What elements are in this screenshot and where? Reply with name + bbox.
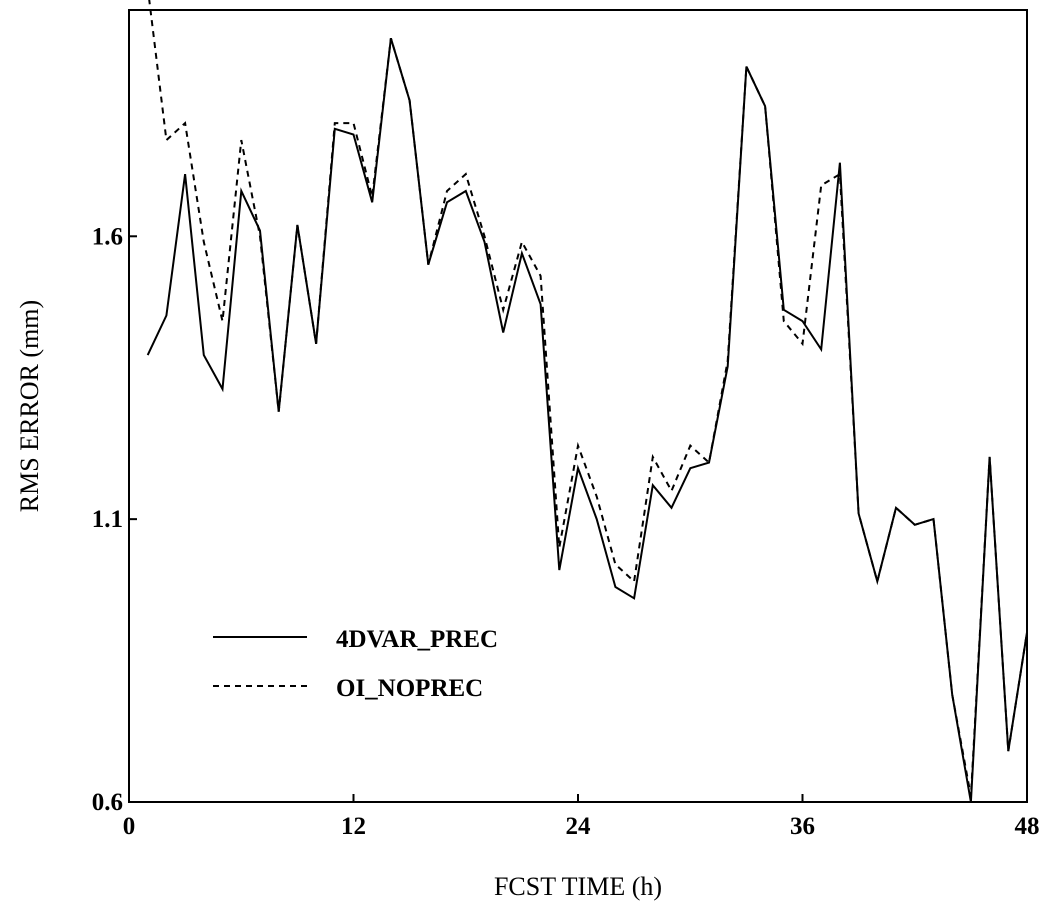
- series-line-4dvar-prec: [146, 38, 1028, 803]
- y-tick-label: 1.6: [92, 223, 123, 250]
- legend: 4DVAR_PREC OI_NOPREC: [213, 626, 498, 702]
- y-tick-label: 1.1: [92, 506, 123, 533]
- x-tick-label: 36: [790, 813, 815, 840]
- legend-label-oi-noprec: OI_NOPREC: [336, 675, 483, 702]
- plot-frame: [128, 9, 1028, 803]
- y-tick-label: 0.6: [92, 789, 123, 816]
- x-axis-title: FCST TIME (h): [494, 872, 662, 901]
- x-tick-label: 12: [341, 813, 366, 840]
- x-tick-label: 0: [123, 813, 136, 840]
- y-axis-title: RMS ERROR (mm): [15, 300, 44, 512]
- legend-label-4dvar-prec: 4DVAR_PREC: [336, 626, 498, 653]
- series-layer: [146, 0, 1028, 803]
- x-tick-label: 24: [566, 813, 592, 840]
- x-tick-label: 48: [1015, 813, 1040, 840]
- axis-ticks: 0 12 24 36 48 0.6 1.1 1.6: [92, 223, 1040, 840]
